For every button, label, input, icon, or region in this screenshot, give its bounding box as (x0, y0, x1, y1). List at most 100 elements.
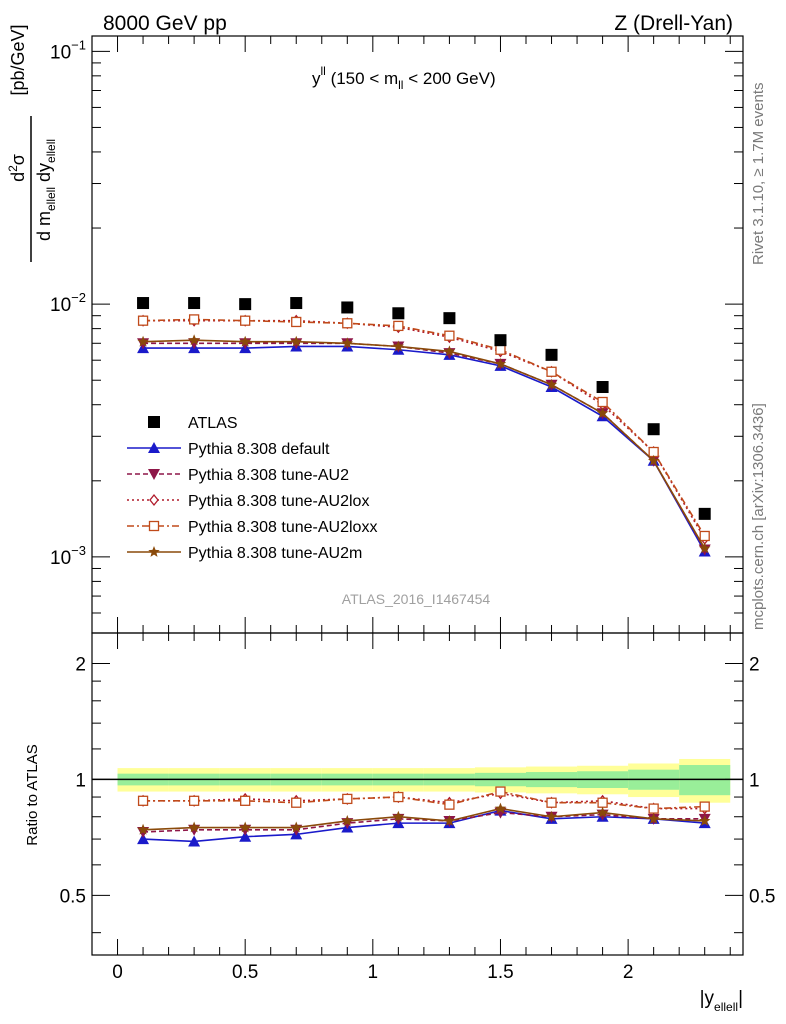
ratio-point (291, 797, 302, 808)
analysis-tag: ATLAS_2016_I1467454 (342, 591, 491, 607)
series-point (444, 330, 455, 341)
xlabel-end: | (738, 988, 743, 1009)
ratio-point (188, 835, 201, 847)
ratio-y-tick-label-right: 2 (749, 654, 760, 675)
ratio-point (137, 833, 150, 845)
legend-label: Pythia 8.308 tune-AU2m (188, 545, 362, 562)
legend-marker (148, 520, 160, 532)
series-point (545, 378, 558, 390)
legend-marker (148, 442, 160, 453)
ylabel-numer-sup: 2 (6, 165, 20, 172)
main-panel-frame (91, 35, 744, 634)
ratio-point (188, 795, 200, 806)
annotation-y: y (312, 69, 321, 88)
ratio-point (239, 830, 252, 842)
tick-exponent: −1 (71, 37, 86, 52)
series-line (143, 319, 706, 540)
ratio-line (143, 792, 705, 810)
legend: ATLAS Pythia 8.308 default Pythia 8.308 tu… (127, 415, 377, 562)
series-point (393, 320, 404, 332)
svg-text:d2σ: d2σ (6, 154, 28, 182)
legend-label: Pythia 8.308 tune-AU2 (188, 467, 349, 484)
top-y-tick-label: 10−1 (50, 37, 86, 63)
series-point (596, 407, 609, 419)
ratio-point (494, 802, 507, 814)
ratio-point (341, 814, 353, 826)
ratio-panel: 0 0.5 1 1.5 2 2 2 1 1 0.5 0.5 (60, 617, 775, 983)
data-point (341, 301, 354, 314)
series-point (546, 366, 557, 377)
main-panel: 10−110−210−3 (50, 35, 744, 634)
ratio-point (240, 795, 251, 806)
selection-annotation: yll (150 < mll < 200 GeV) (312, 64, 496, 92)
series-point (495, 344, 506, 355)
tick-base: 10 (50, 42, 71, 63)
xlabel-sub: ellell (714, 1000, 738, 1014)
ratio-point (545, 810, 558, 822)
series-point (699, 542, 711, 554)
ylabel-numer-d: d (8, 172, 28, 182)
data-point (443, 312, 456, 325)
data-point (137, 297, 150, 310)
ratio-line (143, 809, 705, 843)
ratio-point (494, 807, 507, 819)
ylabel-denom-sub1: ellell (44, 187, 58, 211)
ylabel-denom-d: d m (34, 211, 54, 241)
x-tick-label: 1.5 (487, 962, 513, 983)
data-point (239, 298, 252, 311)
data-point (698, 507, 711, 520)
annotation-open: (150 < m (326, 69, 398, 88)
header-left: 8000 GeV pp (103, 12, 227, 35)
legend-marker (149, 493, 159, 507)
top-y-tick-label: 10−2 (50, 290, 86, 316)
annotation-sub: ll (398, 78, 403, 92)
ratio-y-tick-label-left: 1 (75, 770, 86, 791)
x-tick-label: 0.5 (232, 962, 258, 983)
series-line (143, 345, 706, 552)
ratio-point (239, 821, 251, 833)
series-point (342, 318, 353, 329)
series-point (494, 357, 507, 369)
ratio-point (137, 795, 149, 806)
ratio-y-axis-label: Ratio to ATLAS (24, 744, 41, 845)
ratio-y-tick-label-left: 2 (75, 654, 86, 675)
ratio-y-tick-label-right: 1 (749, 770, 760, 791)
series-point (188, 334, 200, 346)
data-point (596, 381, 609, 394)
tick-base: 10 (50, 295, 71, 316)
series-point (137, 315, 149, 326)
annotation-sup: ll (321, 64, 326, 78)
legend-marker (148, 416, 160, 428)
series-point (341, 337, 353, 349)
ylabel-numer-sigma: σ (8, 154, 28, 165)
data-point (188, 297, 201, 310)
ratio-point (495, 786, 506, 797)
xlabel-main: |y (700, 988, 715, 1009)
ratio-point (699, 801, 710, 812)
top-y-axis-label: d2σ d mellell dyellell [pb/GeV] (6, 24, 58, 262)
tick-exponent: −3 (71, 543, 86, 558)
ratio-point (596, 806, 609, 818)
ratio-point (647, 812, 660, 824)
ratio-point (444, 799, 455, 810)
svg-text:d mellell dyellell: d mellell dyellell (34, 139, 58, 241)
x-tick-label: 1 (368, 962, 379, 983)
series-point (239, 335, 251, 347)
series-line (143, 339, 706, 549)
ratio-point (290, 821, 302, 833)
series-point (597, 396, 608, 408)
rivet-label: Rivet 3.1.10, ≥ 1.7M events (750, 83, 767, 266)
ratio-point (188, 821, 200, 833)
series-point (392, 340, 405, 352)
tick-base: 10 (50, 548, 71, 569)
legend-marker (148, 546, 160, 557)
data-point (290, 297, 303, 310)
ratio-y-tick-label-left: 0.5 (60, 886, 86, 907)
ratio-line (143, 811, 705, 833)
series-point (699, 530, 710, 542)
series-point (188, 314, 200, 325)
legend-label: Pythia 8.308 default (188, 441, 330, 458)
series-point (647, 454, 660, 466)
series-point (443, 345, 456, 357)
ratio-point (597, 797, 608, 808)
